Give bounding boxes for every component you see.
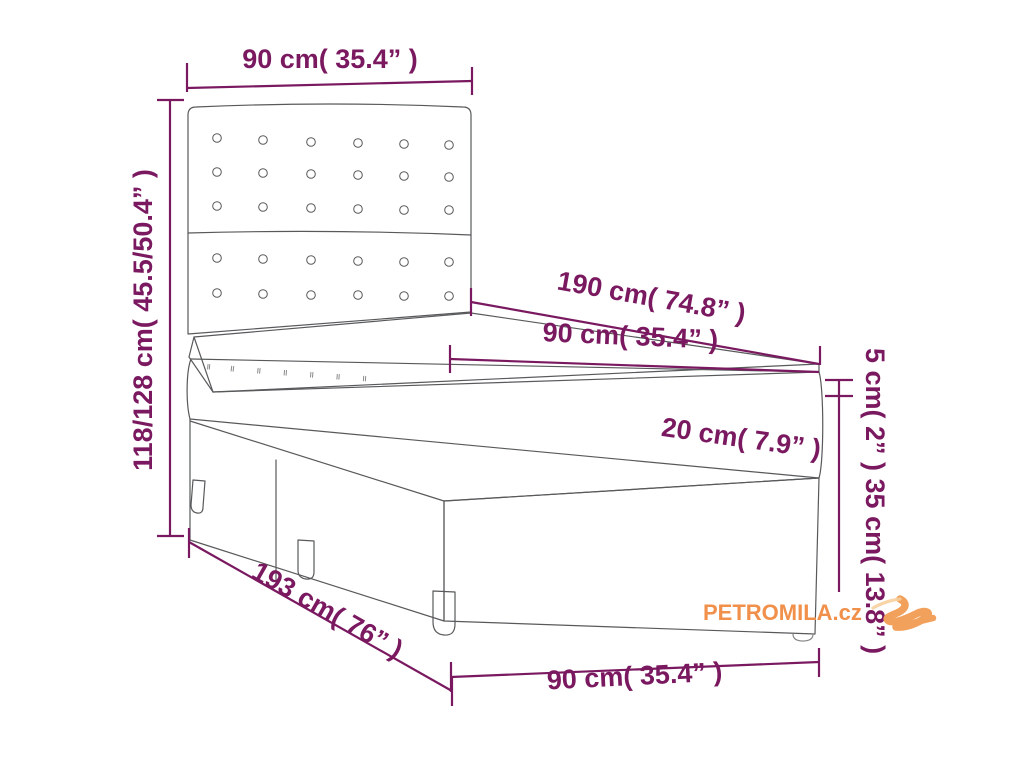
svg-text:118/128 cm( 45.5/50.4” ): 118/128 cm( 45.5/50.4” ) xyxy=(128,169,158,471)
svg-text:PETROMILA.cz: PETROMILA.cz xyxy=(703,600,862,625)
svg-text:90 cm( 35.4” ): 90 cm( 35.4” ) xyxy=(242,44,418,74)
